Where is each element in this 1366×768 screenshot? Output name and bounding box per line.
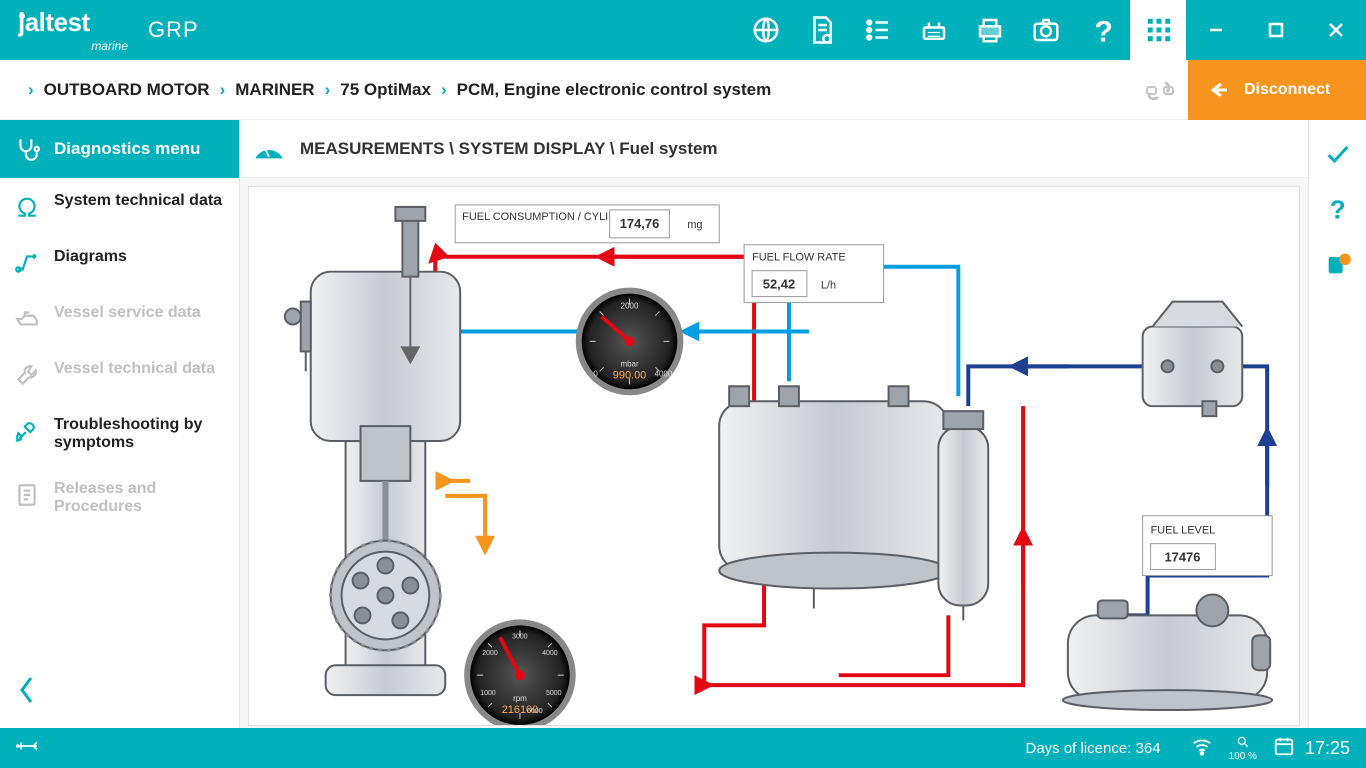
svg-text:mg: mg <box>687 219 702 231</box>
diagram-canvas: 2000 0 4000 mbar 990.00 1000 2000 3000 <box>248 186 1300 726</box>
component-info-icon[interactable] <box>1324 250 1352 283</box>
back-button[interactable] <box>0 657 239 728</box>
svg-text:mbar: mbar <box>620 359 639 368</box>
svg-text:3000: 3000 <box>512 633 528 640</box>
primer-pump-component <box>1143 302 1243 417</box>
stethoscope-icon <box>14 136 40 162</box>
rail-help-icon[interactable]: ? <box>1324 195 1352 228</box>
connector-icon[interactable] <box>1132 60 1188 120</box>
fuel-level-readout: FUEL LEVEL 17476 <box>1143 516 1273 576</box>
pressure-gauge: 2000 0 4000 mbar 990.00 <box>576 288 684 396</box>
svg-text:rpm: rpm <box>513 694 527 703</box>
window-controls <box>1186 0 1366 60</box>
sidebar-item-5: Releases and Procedures <box>0 466 239 530</box>
svg-text:5000: 5000 <box>546 690 562 697</box>
svg-text:216100: 216100 <box>502 704 539 716</box>
grp-label: GRP <box>148 17 199 43</box>
sidebar-item-label: System technical data <box>54 192 222 210</box>
title-bar: jaltest marine GRP ? <box>0 0 1366 60</box>
svg-text:990.00: 990.00 <box>613 369 646 381</box>
svg-text:4000: 4000 <box>655 369 673 378</box>
confirm-icon[interactable] <box>1324 140 1352 173</box>
svg-text:FUEL LEVEL: FUEL LEVEL <box>1151 525 1216 537</box>
sidebar-item-2: Vessel service data <box>0 290 239 346</box>
doc-icon <box>14 482 40 508</box>
globe-icon[interactable] <box>738 0 794 60</box>
crumb-0[interactable]: OUTBOARD MOTOR <box>44 80 210 100</box>
svg-text:?: ? <box>1329 196 1345 223</box>
report-icon[interactable] <box>794 0 850 60</box>
fuel-flow-readout: FUEL FLOW RATE 52,42 L/h <box>744 245 883 303</box>
fuel-tank-component <box>1063 594 1272 710</box>
wrench-icon <box>14 362 40 388</box>
svg-text:17476: 17476 <box>1164 550 1200 565</box>
svg-text:2000: 2000 <box>621 302 639 311</box>
svg-text:52,42: 52,42 <box>763 277 795 292</box>
device-icon[interactable] <box>906 0 962 60</box>
help-icon[interactable]: ? <box>1074 0 1130 60</box>
omega-icon <box>14 194 40 220</box>
zoom-indicator[interactable]: 100 % <box>1229 735 1257 762</box>
sidebar-item-label: Releases and Procedures <box>54 480 225 516</box>
sidebar-item-3: Vessel technical data <box>0 346 239 402</box>
licence-label: Days of licence: <box>1026 740 1132 757</box>
wifi-icon <box>1191 735 1213 761</box>
svg-text:1000: 1000 <box>480 690 496 697</box>
sidebar: Diagnostics menu System technical data Di… <box>0 120 240 728</box>
status-bar: Days of licence: 364 100 % 17:25 <box>0 728 1366 768</box>
licence-days: 364 <box>1136 740 1161 757</box>
clock: 17:25 <box>1305 738 1350 759</box>
camera-icon[interactable] <box>1018 0 1074 60</box>
sidebar-item-label: Diagrams <box>54 248 127 266</box>
route-icon <box>14 250 40 276</box>
fuel-consumption-readout: FUEL CONSUMPTION / CYLINDER 174,76 mg <box>455 205 719 243</box>
sidebar-item-1[interactable]: Diagrams <box>0 234 239 290</box>
breadcrumb-bar: ›OUTBOARD MOTOR ›MARINER ›75 OptiMax ›PC… <box>0 60 1366 120</box>
breadcrumb: ›OUTBOARD MOTOR ›MARINER ›75 OptiMax ›PC… <box>0 80 1132 100</box>
svg-text:jaltest: jaltest <box>18 9 90 37</box>
crumb-1[interactable]: MARINER <box>235 80 314 100</box>
svg-text:4000: 4000 <box>542 650 558 657</box>
sidebar-item-label: Troubleshooting by symptoms <box>54 416 225 452</box>
fuel-pump-component <box>719 386 988 620</box>
sidebar-item-0[interactable]: System technical data <box>0 178 239 234</box>
app-logo: jaltest marine <box>18 9 128 52</box>
crumb-3[interactable]: PCM, Engine electronic control system <box>457 80 772 100</box>
apps-icon[interactable] <box>1130 0 1186 60</box>
disconnect-button[interactable]: Disconnect <box>1188 60 1366 120</box>
engine-component <box>285 207 460 695</box>
sidebar-item-label: Vessel service data <box>54 304 201 322</box>
content-header: MEASUREMENTS \ SYSTEM DISPLAY \ Fuel sys… <box>240 120 1308 178</box>
logo-subtext: marine <box>18 40 128 52</box>
svg-text:L/h: L/h <box>821 280 836 292</box>
svg-text:FUEL FLOW RATE: FUEL FLOW RATE <box>752 252 846 264</box>
tool-rail: ? <box>1308 120 1366 728</box>
svg-text:?: ? <box>1095 15 1113 45</box>
disconnect-label: Disconnect <box>1244 81 1330 99</box>
minimize-button[interactable] <box>1186 0 1246 60</box>
svg-text:2000: 2000 <box>482 650 498 657</box>
toolbar-icons: ? <box>738 0 1186 60</box>
content-area: MEASUREMENTS \ SYSTEM DISPLAY \ Fuel sys… <box>240 120 1366 728</box>
svg-text:174,76: 174,76 <box>620 216 660 231</box>
svg-text:0: 0 <box>593 369 598 378</box>
sidebar-header: Diagnostics menu <box>0 120 239 178</box>
sidebar-item-label: Vessel technical data <box>54 360 215 378</box>
close-button[interactable] <box>1306 0 1366 60</box>
content-title: MEASUREMENTS \ SYSTEM DISPLAY \ Fuel sys… <box>300 139 718 159</box>
logo-text: jaltest <box>18 9 128 42</box>
sidebar-item-4[interactable]: Troubleshooting by symptoms <box>0 402 239 466</box>
crumb-2[interactable]: 75 OptiMax <box>340 80 431 100</box>
usb-icon <box>16 737 42 759</box>
print-icon[interactable] <box>962 0 1018 60</box>
gauge-icon <box>252 138 286 160</box>
maximize-button[interactable] <box>1246 0 1306 60</box>
sidebar-title: Diagnostics menu <box>54 139 200 159</box>
calendar-icon[interactable] <box>1273 735 1295 761</box>
oilcan-icon <box>14 306 40 332</box>
tools-icon <box>14 418 40 444</box>
rpm-gauge: 100020003000 400050006000 rpm 216100 <box>464 619 576 725</box>
list-icon[interactable] <box>850 0 906 60</box>
